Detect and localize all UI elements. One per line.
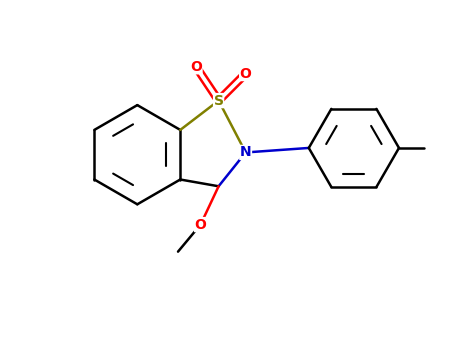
Text: N: N [240, 146, 252, 160]
Text: O: O [240, 66, 252, 80]
Text: S: S [213, 93, 223, 107]
Text: O: O [195, 218, 207, 232]
Text: O: O [190, 60, 202, 74]
